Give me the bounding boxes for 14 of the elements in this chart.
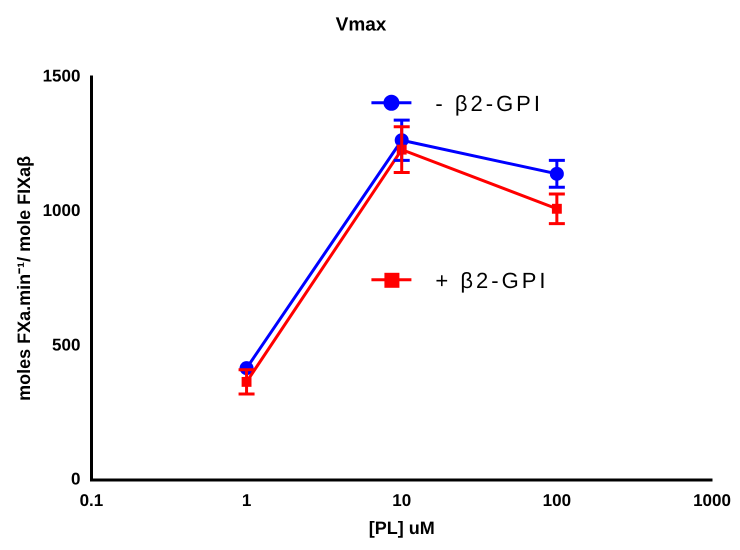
y-axis-title: moles FXa.min⁻¹/ mole FIXaβ	[14, 156, 34, 401]
x-axis-title: [PL] uM	[368, 518, 435, 538]
x-tick-label: 0.1	[80, 490, 104, 510]
y-tick-label: 0	[70, 470, 80, 489]
legend-label: - β2-GPI	[435, 90, 543, 116]
y-tick-label: 1500	[42, 66, 80, 86]
y-tick-label: 500	[52, 335, 80, 354]
x-tick-label: 1000	[693, 490, 731, 510]
chart-title: Vmax	[336, 14, 387, 36]
x-tick-label: 10	[392, 490, 412, 510]
x-tick-label: 1	[242, 490, 252, 510]
x-tick-label: 100	[542, 490, 572, 510]
y-tick-label: 1000	[42, 200, 80, 220]
legend-label: + β2-GPI	[435, 268, 548, 293]
